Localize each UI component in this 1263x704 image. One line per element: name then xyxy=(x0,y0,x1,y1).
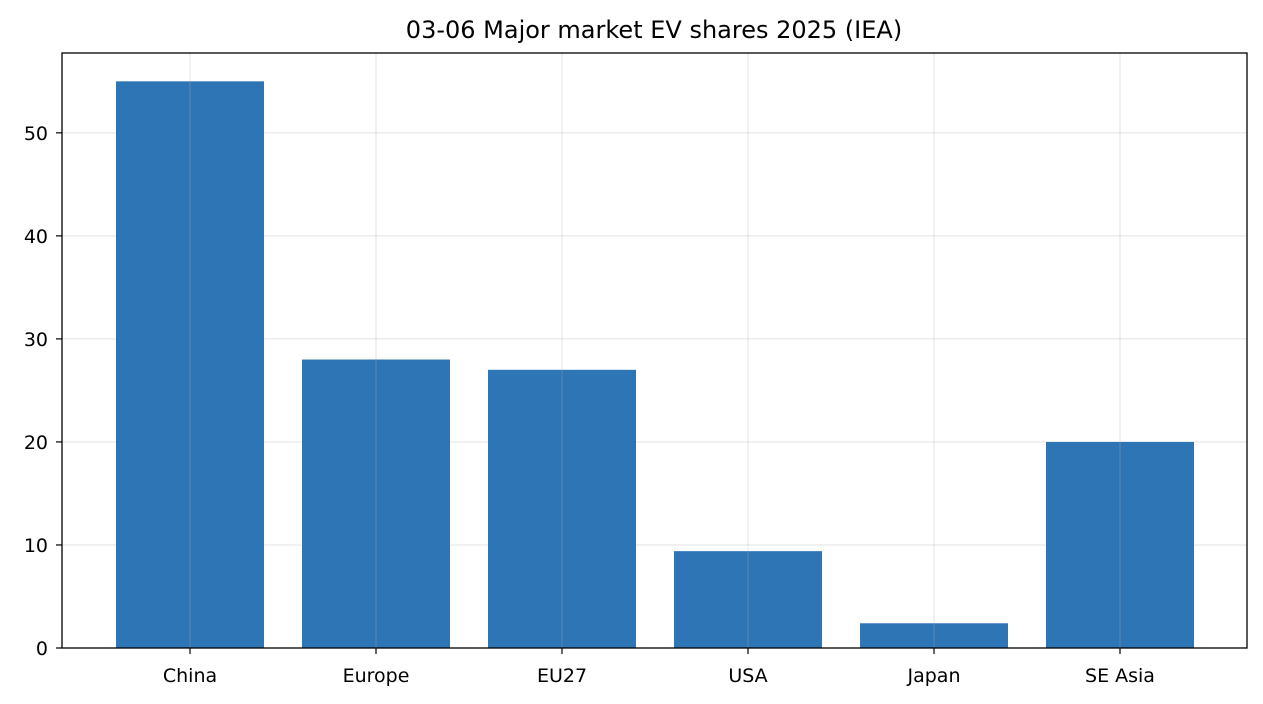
bar-se-asia xyxy=(1046,441,1194,648)
y-tick-label: 30 xyxy=(24,329,48,351)
x-tick-label: USA xyxy=(728,665,767,687)
bar-europe xyxy=(302,359,450,648)
x-tick-label: China xyxy=(163,665,217,687)
bar-eu27 xyxy=(488,369,636,648)
y-tick-label: 0 xyxy=(36,638,48,660)
y-tick-label: 50 xyxy=(24,123,48,145)
x-axis: China Europe EU27 USA Japan SE Asia xyxy=(163,648,1155,687)
y-axis: 0 10 20 30 40 50 xyxy=(24,123,62,660)
x-tick-label: SE Asia xyxy=(1085,665,1155,687)
x-tick-label: EU27 xyxy=(537,665,587,687)
plot-frame xyxy=(61,52,1248,649)
bars xyxy=(116,81,1194,649)
y-tick-label: 10 xyxy=(24,535,48,557)
bar-usa xyxy=(674,551,822,648)
x-tick-label: Japan xyxy=(907,665,961,687)
y-tick-label: 40 xyxy=(24,226,48,248)
x-tick-label: Europe xyxy=(343,665,410,687)
bar-japan xyxy=(860,623,1008,648)
grid-lines-overlay xyxy=(189,53,1121,648)
bar-china xyxy=(116,81,264,649)
y-tick-label: 20 xyxy=(24,432,48,454)
chart-title: 03-06 Major market EV shares 2025 (IEA) xyxy=(406,16,902,44)
